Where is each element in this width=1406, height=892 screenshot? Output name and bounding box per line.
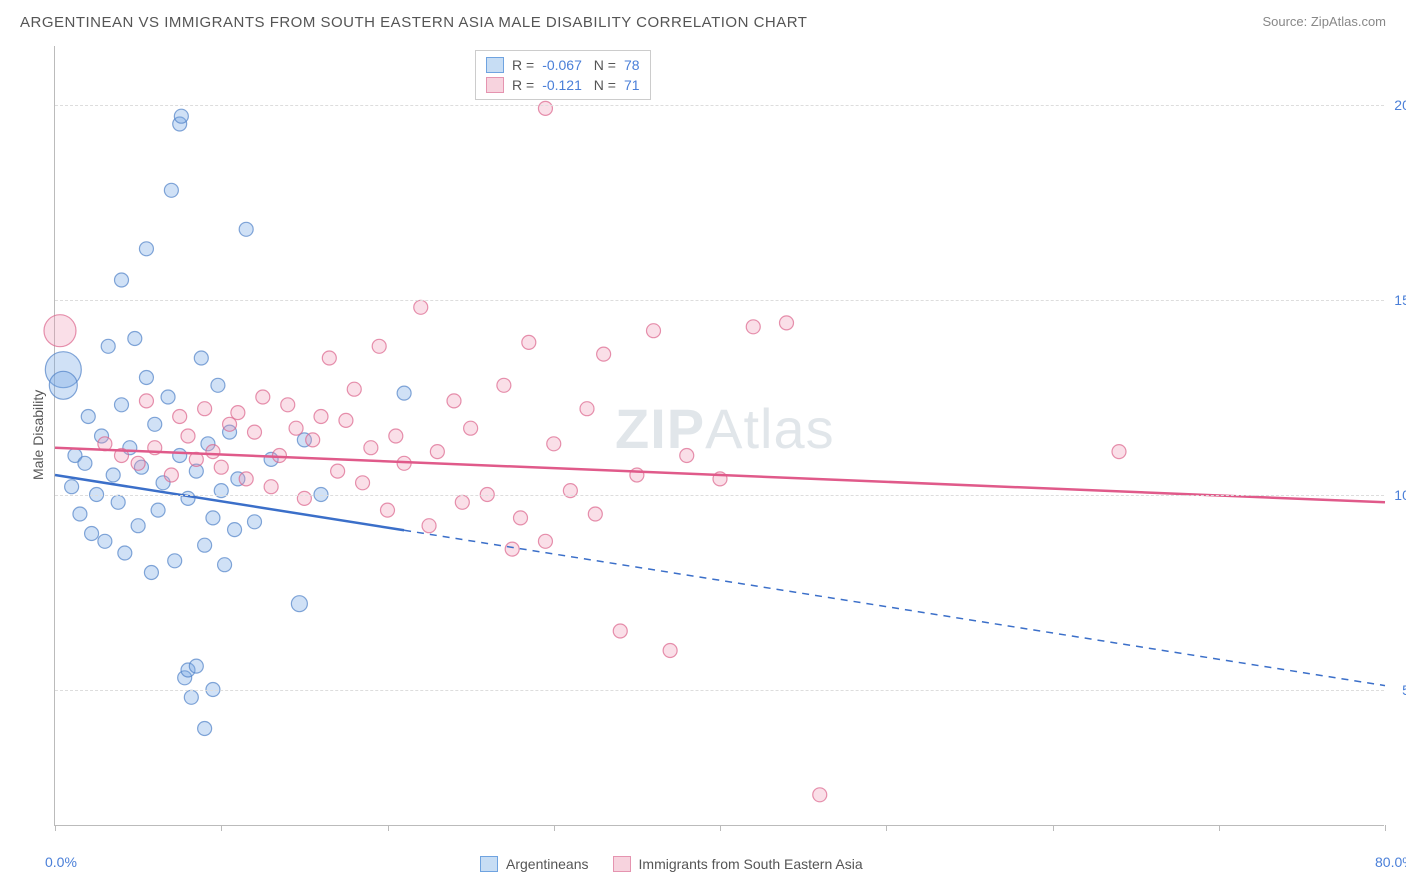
y-axis-label: Male Disability (30, 390, 46, 480)
legend-series-label-1: Immigrants from South Eastern Asia (639, 856, 863, 872)
legend-stats: R = -0.067 N = 78 R = -0.121 N = 71 (475, 50, 651, 100)
legend-r-label-0: R = (512, 57, 534, 73)
chart-plot-area: ZIPAtlas R = -0.067 N = 78 R = -0.121 N … (54, 46, 1384, 826)
legend-r-value-0: -0.067 (542, 57, 582, 73)
legend-series-label-0: Argentineans (506, 856, 589, 872)
legend-n-label-0: N = (590, 57, 616, 73)
legend-series-item-0: Argentineans (480, 856, 589, 872)
legend-series-swatch-0 (480, 856, 498, 872)
legend-stats-row-0: R = -0.067 N = 78 (486, 55, 640, 75)
legend-r-value-1: -0.121 (542, 77, 582, 93)
legend-series-swatch-1 (613, 856, 631, 872)
legend-series: Argentineans Immigrants from South Easte… (480, 856, 863, 872)
chart-svg (55, 46, 1384, 825)
legend-n-label-1: N = (590, 77, 616, 93)
source-attribution: Source: ZipAtlas.com (1262, 14, 1386, 29)
legend-swatch-0 (486, 57, 504, 73)
chart-title: ARGENTINEAN VS IMMIGRANTS FROM SOUTH EAS… (20, 14, 807, 31)
legend-series-item-1: Immigrants from South Eastern Asia (613, 856, 863, 872)
legend-swatch-1 (486, 77, 504, 93)
legend-r-label-1: R = (512, 77, 534, 93)
legend-n-value-0: 78 (624, 57, 640, 73)
legend-n-value-1: 71 (624, 77, 640, 93)
legend-stats-row-1: R = -0.121 N = 71 (486, 75, 640, 95)
